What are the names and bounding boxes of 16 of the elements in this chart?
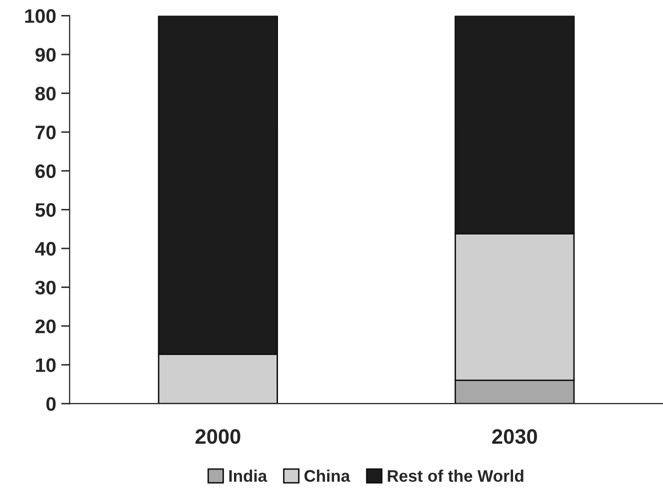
y-tick-label: 40 — [35, 242, 56, 256]
x-tick-label: 2000 — [196, 429, 240, 444]
legend-label: China — [304, 470, 350, 482]
legend-label: India — [229, 470, 268, 482]
y-tick-label: 100 — [25, 9, 56, 23]
y-tick-label: 10 — [36, 358, 56, 372]
y-tick-label: 30 — [35, 280, 56, 294]
y-tick-label: 70 — [36, 126, 56, 140]
y-tick-label: 90 — [35, 48, 56, 62]
legend-label: Rest of the World — [388, 470, 524, 482]
y-tick-label: 60 — [36, 164, 56, 178]
y-tick-label: 80 — [35, 86, 56, 101]
y-tick-label: 20 — [35, 319, 56, 334]
y-tick-label: 0 — [46, 397, 56, 411]
x-tick-label: 2030 — [492, 429, 537, 444]
y-tick-label: 50 — [35, 203, 56, 217]
